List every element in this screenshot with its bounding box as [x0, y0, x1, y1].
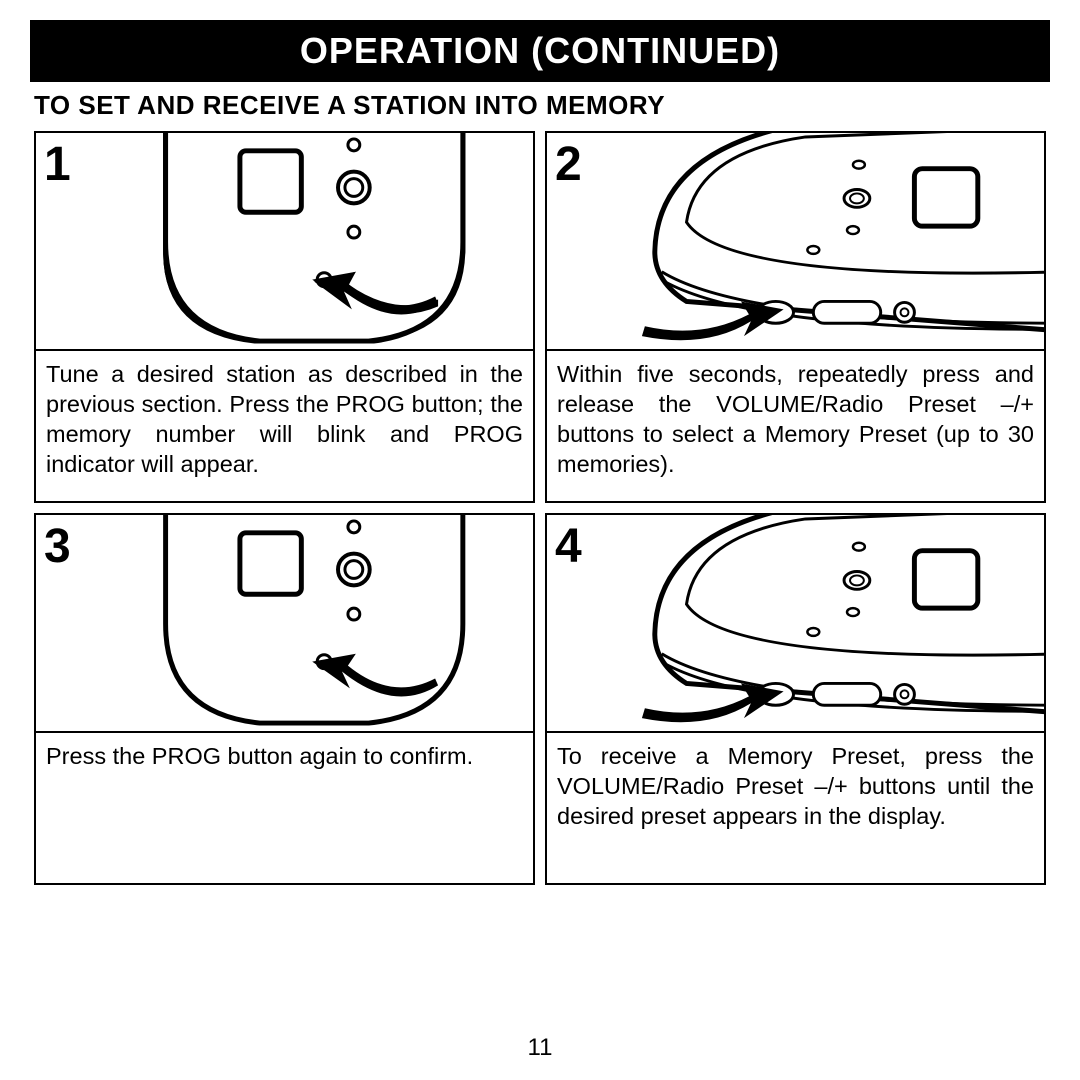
- subsection-heading: TO SET AND RECEIVE A STATION INTO MEMORY: [34, 90, 1050, 121]
- device-top-view-icon: [36, 515, 533, 731]
- page: OPERATION (CONTINUED) TO SET AND RECEIVE…: [0, 0, 1080, 1080]
- step-illustration-1: 1: [36, 133, 533, 351]
- device-side-view-icon: [547, 133, 1044, 349]
- step-caption: Press the PROG button again to confirm.: [36, 733, 533, 883]
- step-caption: Tune a desired station as described in t…: [36, 351, 533, 501]
- section-header: OPERATION (CONTINUED): [30, 20, 1050, 82]
- step-illustration-4: 4: [547, 515, 1044, 733]
- step-cell-2: 2: [545, 131, 1046, 503]
- step-cell-4: 4 To: [545, 513, 1046, 885]
- step-number: 1: [44, 137, 71, 192]
- step-cell-3: 3 Press the PROG button again to confirm…: [34, 513, 535, 885]
- step-illustration-2: 2: [547, 133, 1044, 351]
- step-caption: To receive a Memory Preset, press the VO…: [547, 733, 1044, 883]
- device-top-view-icon: [36, 133, 533, 349]
- steps-grid: 1: [34, 131, 1046, 885]
- step-number: 3: [44, 519, 71, 574]
- page-number: 11: [0, 1034, 1080, 1062]
- step-number: 4: [555, 519, 582, 574]
- step-cell-1: 1: [34, 131, 535, 503]
- device-side-view-icon: [547, 515, 1044, 731]
- step-illustration-3: 3: [36, 515, 533, 733]
- step-caption: Within five seconds, repeatedly press an…: [547, 351, 1044, 501]
- step-number: 2: [555, 137, 582, 192]
